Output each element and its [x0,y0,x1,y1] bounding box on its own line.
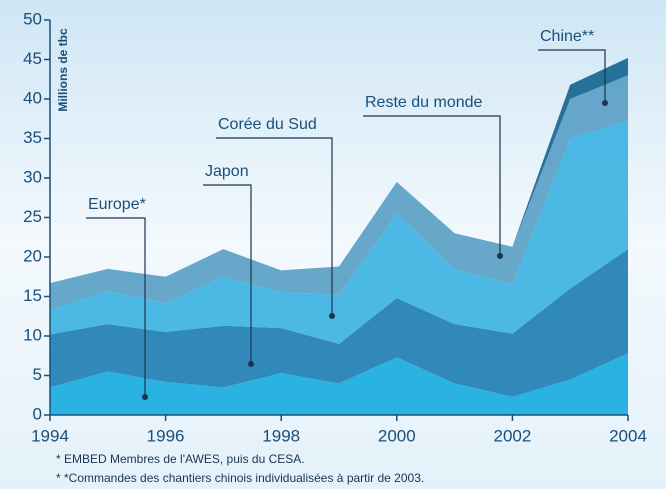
leader-dot [602,100,608,106]
y-tick-label: 50 [23,9,42,28]
leader-dot [142,394,148,400]
series-label: Corée du Sud [218,116,317,133]
leader-line [363,115,501,256]
leader-dot [329,313,335,319]
y-tick-label: 20 [23,246,42,265]
leader-dot [497,253,503,259]
series-label: Chine** [540,28,594,45]
y-tick-label: 25 [23,207,42,226]
series-label: Reste du monde [365,94,483,111]
footnote: * EMBED Membres de l'AWES, puis du CESA. [56,452,305,466]
footnote: * *Commandes des chantiers chinois indiv… [56,471,424,485]
x-tick-label: 1994 [31,426,69,445]
area [50,353,628,415]
leader-line [216,137,333,316]
leader-line [203,184,252,364]
x-tick-label: 1998 [262,426,300,445]
y-tick-label: 15 [23,286,42,305]
area [50,120,628,344]
x-tick-label: 2000 [378,426,416,445]
series-label: Europe* [88,196,146,213]
y-axis-label: Millions de tbc [56,28,70,112]
series-label: Japon [205,163,249,180]
leader-line [86,217,146,397]
x-tick-label: 1996 [147,426,185,445]
y-tick-label: 45 [23,49,42,68]
area [50,75,628,310]
y-tick-label: 40 [23,88,42,107]
y-tick-label: 30 [23,167,42,186]
area [50,249,628,397]
leader-line [538,49,606,103]
y-tick-label: 35 [23,128,42,147]
x-tick-label: 2002 [493,426,531,445]
leader-dot [248,361,254,367]
y-tick-label: 10 [23,325,42,344]
y-tick-label: 0 [33,404,42,423]
y-tick-label: 5 [33,365,42,384]
x-tick-label: 2004 [609,426,647,445]
